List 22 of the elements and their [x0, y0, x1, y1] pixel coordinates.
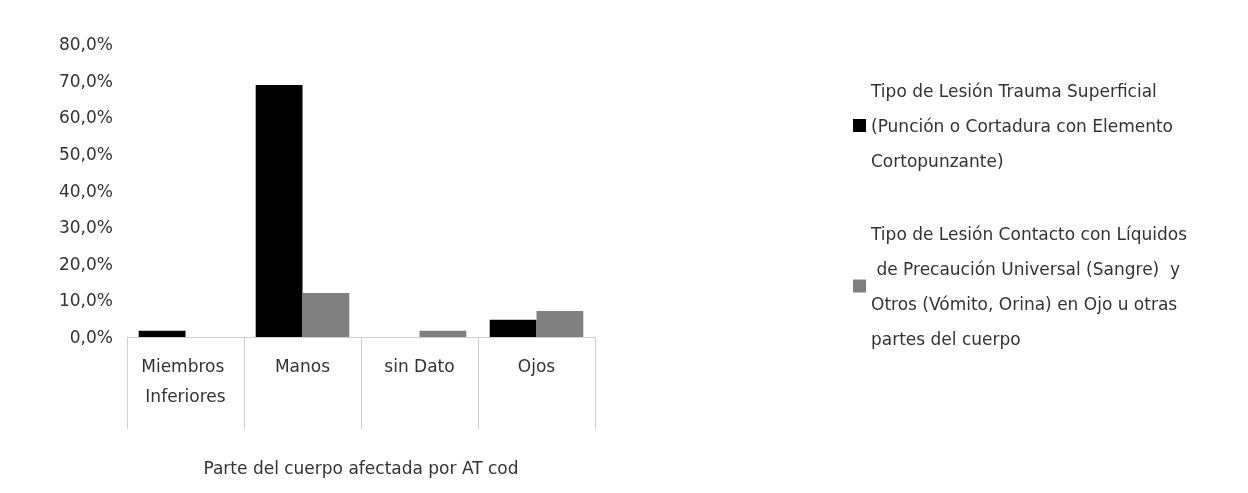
- y-tick-label: 0,0%: [69, 327, 113, 347]
- y-tick-label: 10,0%: [58, 290, 113, 311]
- legend-label: Tipo de Lesión Trauma Superficial (Punción o Cortadura con Elemento Cortopunzante): [870, 80, 1179, 171]
- x-tick-label: Manos: [274, 356, 331, 376]
- bar: [536, 311, 584, 337]
- y-tick-label: 20,0%: [58, 253, 113, 274]
- bar: [302, 293, 350, 337]
- bar: [419, 330, 467, 337]
- y-tick-label: 80,0%: [58, 34, 113, 54]
- legend-label: Tipo de Lesión Contacto con Líquidos de Precaución Universal (Sangre) y Otros (Vómito, Orina) en Ojo u otras partes del cuerpo: [870, 223, 1188, 349]
- y-tick-label: 60,0%: [58, 107, 113, 128]
- y-tick-label: 40,0%: [58, 180, 113, 201]
- y-tick-label: 50,0%: [58, 143, 113, 164]
- x-axis-title: Parte del cuerpo afectada por AT cod: [203, 457, 519, 478]
- x-tick-label: Ojos: [517, 356, 556, 376]
- y-tick-label: 70,0%: [58, 70, 113, 91]
- y-tick-label: 30,0%: [58, 217, 113, 238]
- x-tick-label: Miembros Inferiores: [141, 356, 230, 406]
- bar: [138, 330, 186, 337]
- bar: [489, 319, 537, 337]
- x-tick-label: sin Dato: [384, 356, 455, 376]
- bar: [255, 85, 303, 337]
